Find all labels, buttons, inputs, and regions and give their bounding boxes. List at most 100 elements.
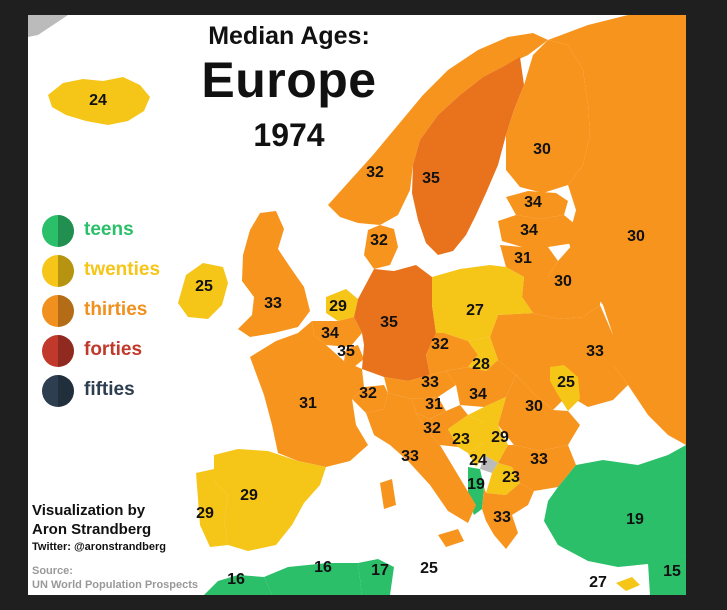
region-turkey [544, 445, 686, 567]
age-label-slovakia: 28 [472, 356, 490, 373]
age-label-bulgaria: 33 [530, 451, 548, 468]
region-bosnia [448, 415, 484, 453]
region-moldova [550, 365, 580, 411]
region-slovakia [468, 337, 498, 371]
title-line-2: Europe [201, 52, 377, 108]
no-data-kosovo [480, 455, 498, 473]
age-label-switzerland: 32 [359, 385, 377, 402]
age-label-slovenia: 31 [425, 396, 443, 413]
legend-label: thirties [84, 299, 148, 320]
region-macedonia [486, 463, 520, 495]
region-bulgaria [498, 445, 576, 491]
age-label-ireland: 25 [195, 278, 213, 295]
region-portugal [196, 469, 228, 547]
credit-line-2: Aron Strandberg [32, 521, 152, 538]
region-sicily [438, 529, 464, 547]
legend-dot-fifties-icon [42, 375, 74, 407]
region-russia [548, 15, 686, 445]
age-label-spain: 29 [240, 487, 258, 504]
age-label-moldova: 25 [557, 374, 575, 391]
age-label-france: 31 [299, 395, 317, 412]
region-belgium [312, 317, 362, 347]
region-syria [648, 555, 686, 595]
age-label-portugal: 29 [196, 505, 214, 522]
region-norway [328, 33, 548, 225]
region-denmark [364, 225, 398, 269]
region-latvia [498, 215, 576, 247]
age-label-lithuania: 31 [514, 250, 532, 267]
age-label-albania: 19 [467, 476, 485, 493]
age-label-latvia: 34 [520, 222, 538, 239]
age-label-belgium: 34 [321, 325, 339, 342]
age-label-algeria: 16 [314, 559, 332, 576]
age-label-bosnia: 23 [452, 431, 470, 448]
age-label-germany: 35 [380, 314, 398, 331]
legend-dot-teens-icon [42, 215, 74, 247]
region-france [250, 321, 368, 467]
age-label-cyprus: 27 [589, 574, 607, 591]
age-label-romania: 30 [525, 398, 543, 415]
region-czech [426, 333, 478, 375]
legend-label: teens [84, 219, 134, 240]
region-belarus [522, 243, 603, 319]
source-name: UN World Population Prospects [32, 579, 199, 591]
source-label: Source: [32, 565, 73, 577]
region-sweden [412, 57, 524, 255]
region-algeria [264, 563, 362, 595]
legend-label: twenties [84, 259, 161, 280]
age-label-iceland: 24 [89, 92, 107, 109]
age-label-serbia: 29 [491, 429, 509, 446]
age-label-croatia: 32 [423, 420, 441, 437]
region-finland [506, 40, 590, 193]
region-morocco [204, 575, 272, 595]
age-label-poland: 27 [466, 302, 484, 319]
region-montenegro [468, 443, 484, 467]
age-label-belarus: 30 [554, 273, 572, 290]
region-hungary [446, 360, 516, 407]
region-croatia [416, 405, 468, 447]
region-spain [214, 449, 326, 551]
region-iceland [48, 77, 150, 125]
age-label-greece: 33 [493, 509, 511, 526]
age-label-czechoslovakia: 32 [431, 336, 449, 353]
age-label-finland: 30 [533, 141, 551, 158]
age-label-ukraine: 33 [586, 343, 604, 360]
region-cyprus [616, 577, 640, 591]
region-sardinia [380, 479, 396, 509]
credit-line-1: Visualization by [32, 502, 146, 519]
region-ireland [178, 263, 228, 319]
region-uk [238, 211, 310, 337]
age-label-macedonia: 23 [502, 469, 520, 486]
age-label-russia: 30 [627, 228, 645, 245]
age-label-united-kingdom: 33 [264, 295, 282, 312]
age-label-luxembourg: 35 [337, 343, 355, 360]
age-label-estonia: 34 [524, 194, 542, 211]
age-label-turkey: 19 [626, 511, 644, 528]
age-label-tunisia: 17 [371, 562, 389, 579]
region-ukraine [490, 305, 628, 410]
legend-label: forties [84, 339, 143, 360]
title-year: 1974 [253, 117, 325, 153]
legend-label: fifties [84, 379, 135, 400]
credit-author: Visualization by Aron Strandberg [32, 501, 151, 539]
age-label-sweden: 35 [422, 170, 440, 187]
legend-dot-forties-icon [42, 335, 74, 367]
legend-dot-twenties-icon [42, 255, 74, 287]
age-label-netherlands: 29 [329, 298, 347, 315]
credit-source: Source: UN World Population Prospects [32, 564, 198, 592]
age-label-syria: 15 [663, 563, 681, 580]
region-estonia [506, 191, 568, 219]
region-poland [432, 265, 533, 341]
region-serbia [468, 397, 508, 463]
region-luxembourg [344, 345, 364, 367]
credit-twitter: Twitter: @aronstrandberg [32, 541, 166, 553]
region-lithuania [500, 245, 558, 277]
map-card: 24 32 35 30 34 34 31 30 30 33 25 25 33 32 29 34 35 35 27 32… [28, 15, 686, 595]
age-label-denmark: 32 [370, 232, 388, 249]
region-germany [354, 265, 436, 381]
title-line-1: Median Ages: [208, 22, 370, 50]
region-romania [498, 375, 580, 451]
age-label-italy: 33 [401, 448, 419, 465]
